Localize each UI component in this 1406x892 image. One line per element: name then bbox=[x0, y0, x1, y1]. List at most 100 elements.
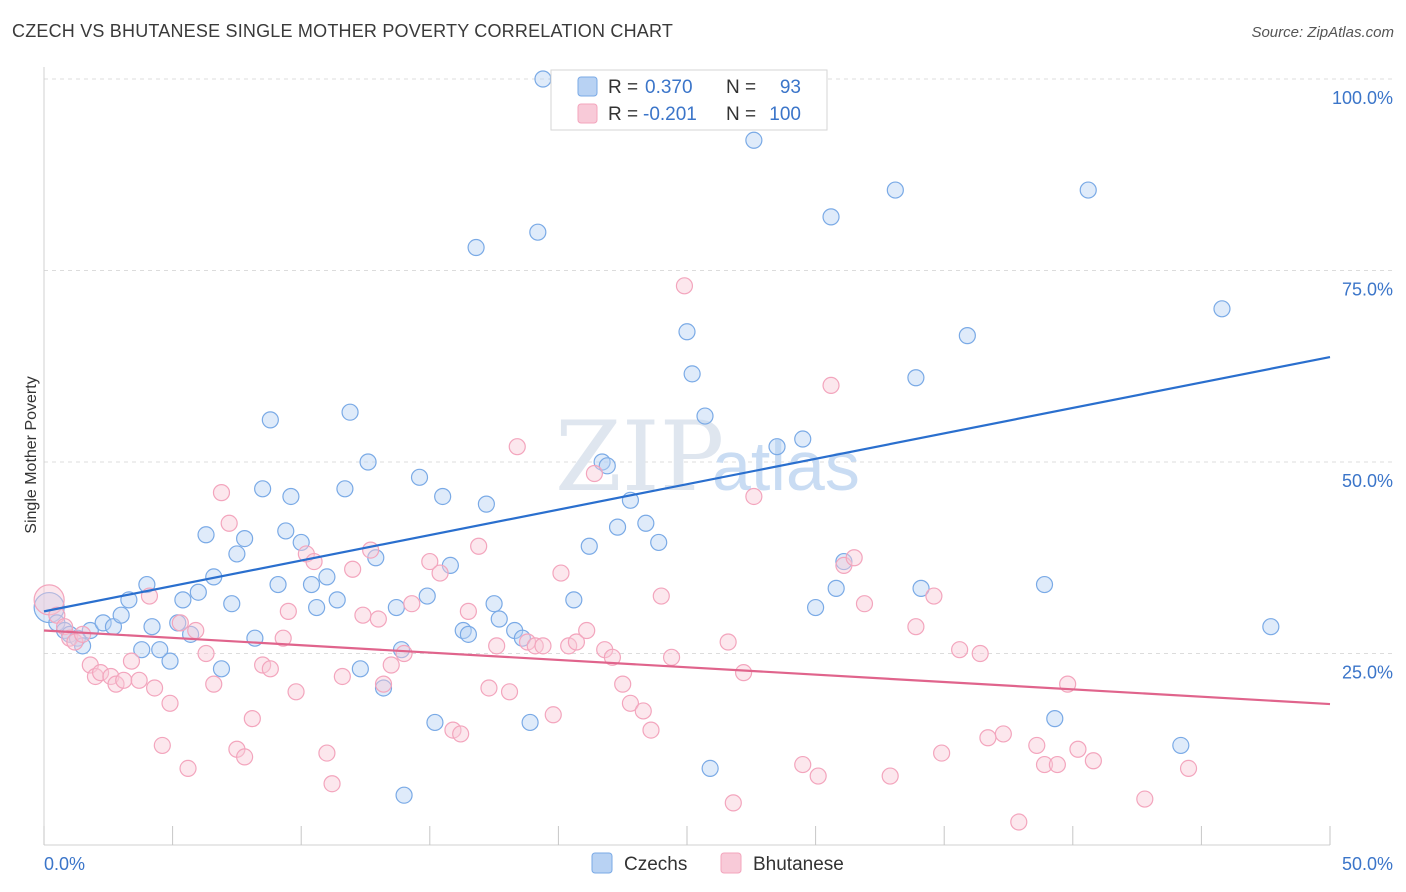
bottom-legend-bhutanese: Bhutanese bbox=[753, 854, 844, 875]
point-bhutanese-88 bbox=[951, 641, 969, 659]
legend-n-value-czechs: 93 bbox=[780, 77, 801, 98]
point-bhutanese-82 bbox=[845, 549, 863, 567]
x-tick-label-1: 50.0% bbox=[1342, 854, 1393, 874]
point-czechs-35 bbox=[318, 568, 336, 586]
point-bhutanese-47 bbox=[431, 564, 449, 582]
point-bhutanese-50 bbox=[459, 602, 477, 620]
point-czechs-28 bbox=[261, 411, 279, 429]
point-bhutanese-92 bbox=[1010, 813, 1028, 831]
bottom-legend-czechs: Czechs bbox=[624, 854, 687, 875]
point-czechs-40 bbox=[359, 453, 377, 471]
point-czechs-22 bbox=[212, 660, 231, 678]
point-bhutanese-69 bbox=[634, 702, 652, 720]
point-czechs-89 bbox=[1079, 181, 1097, 199]
point-czechs-59 bbox=[521, 713, 539, 732]
point-czechs-17 bbox=[174, 591, 192, 609]
point-czechs-47 bbox=[418, 587, 436, 605]
point-czechs-9 bbox=[112, 606, 130, 624]
point-czechs-70 bbox=[650, 533, 668, 552]
point-czechs-77 bbox=[768, 438, 786, 456]
point-bhutanese-42 bbox=[374, 675, 393, 693]
point-bhutanese-16 bbox=[153, 736, 171, 755]
point-bhutanese-74 bbox=[719, 633, 737, 651]
point-czechs-80 bbox=[822, 208, 840, 226]
point-czechs-37 bbox=[336, 480, 354, 498]
point-bhutanese-36 bbox=[323, 775, 341, 793]
point-bhutanese-31 bbox=[279, 602, 297, 620]
point-bhutanese-10 bbox=[107, 675, 125, 693]
point-bhutanese-49 bbox=[452, 725, 470, 743]
y-tick-label-2: 75.0% bbox=[1342, 280, 1393, 300]
point-czechs-27 bbox=[254, 480, 272, 498]
point-bhutanese-55 bbox=[508, 438, 526, 456]
bottom-legend: Czechs Bhutanese bbox=[591, 852, 844, 875]
point-bhutanese-28 bbox=[254, 656, 272, 674]
point-bhutanese-51 bbox=[470, 537, 488, 555]
y-tick-label-3: 100.0% bbox=[1332, 88, 1393, 108]
trend-lines bbox=[43, 355, 1331, 706]
point-bhutanese-70 bbox=[642, 721, 660, 739]
point-czechs-24 bbox=[228, 545, 246, 563]
point-bhutanese-75 bbox=[724, 794, 742, 812]
point-bhutanese-15 bbox=[145, 679, 164, 697]
point-bhutanese-54 bbox=[500, 683, 519, 701]
point-bhutanese-46 bbox=[421, 552, 439, 571]
point-bhutanese-90 bbox=[979, 729, 997, 747]
point-czechs-19 bbox=[189, 583, 207, 601]
point-bhutanese-26 bbox=[236, 748, 254, 766]
bottom-legend-swatch-bhutanese bbox=[720, 852, 742, 874]
point-bhutanese-93 bbox=[1028, 736, 1046, 755]
point-czechs-36 bbox=[328, 591, 346, 609]
point-bhutanese-27 bbox=[243, 710, 261, 728]
point-czechs-15 bbox=[161, 652, 179, 670]
point-czechs-66 bbox=[598, 457, 616, 475]
legend-r-label-bhutanese: R = bbox=[608, 104, 638, 125]
point-czechs-90 bbox=[1213, 300, 1231, 318]
legend-swatch-czechs bbox=[577, 76, 598, 97]
point-czechs-48 bbox=[426, 713, 444, 732]
point-czechs-73 bbox=[683, 365, 701, 383]
point-czechs-43 bbox=[387, 598, 405, 617]
point-czechs-38 bbox=[341, 403, 359, 421]
point-czechs-39 bbox=[351, 660, 369, 678]
point-czechs-82 bbox=[835, 552, 853, 571]
point-czechs-29 bbox=[269, 575, 287, 594]
point-czechs-56 bbox=[490, 610, 508, 628]
point-czechs-55 bbox=[485, 595, 503, 613]
point-bhutanese-35 bbox=[318, 744, 336, 762]
axes bbox=[43, 67, 1331, 846]
point-bhutanese-5 bbox=[73, 625, 92, 643]
point-bhutanese-39 bbox=[354, 606, 372, 624]
point-bhutanese-32 bbox=[287, 683, 305, 701]
point-bhutanese-53 bbox=[488, 637, 506, 655]
point-czechs-53 bbox=[467, 238, 485, 257]
grid-lines bbox=[44, 78, 1393, 654]
point-bhutanese-48 bbox=[444, 721, 462, 739]
point-bhutanese-37 bbox=[333, 667, 351, 686]
point-bhutanese-43 bbox=[382, 656, 400, 674]
point-bhutanese-99 bbox=[1136, 790, 1154, 808]
chart-title: CZECH VS BHUTANESE SINGLE MOTHER POVERTY… bbox=[12, 21, 674, 41]
point-czechs-84 bbox=[907, 369, 925, 387]
point-czechs-64 bbox=[580, 537, 598, 555]
point-bhutanese-89 bbox=[971, 644, 989, 663]
point-czechs-54 bbox=[477, 495, 495, 513]
y-tick-labels: 25.0% 50.0% 75.0% 100.0% bbox=[1332, 88, 1393, 683]
point-czechs-87 bbox=[1035, 575, 1054, 594]
point-czechs-74 bbox=[696, 407, 714, 425]
point-bhutanese-85 bbox=[907, 618, 925, 636]
point-czechs-78 bbox=[794, 430, 812, 448]
point-czechs-42 bbox=[374, 679, 393, 697]
point-bhutanese-61 bbox=[560, 637, 578, 655]
point-czechs-88 bbox=[1046, 710, 1064, 728]
source-label: Source: ZipAtlas.com bbox=[1251, 24, 1394, 41]
point-czechs-31 bbox=[282, 487, 300, 506]
legend-r-value-bhutanese: -0.201 bbox=[643, 104, 697, 125]
point-czechs-61 bbox=[534, 70, 552, 88]
point-bhutanese-68 bbox=[621, 694, 640, 712]
point-czechs-23 bbox=[223, 595, 241, 613]
point-bhutanese-66 bbox=[603, 648, 622, 666]
point-czechs-13 bbox=[143, 618, 161, 636]
trendline-czechs bbox=[43, 355, 1331, 613]
